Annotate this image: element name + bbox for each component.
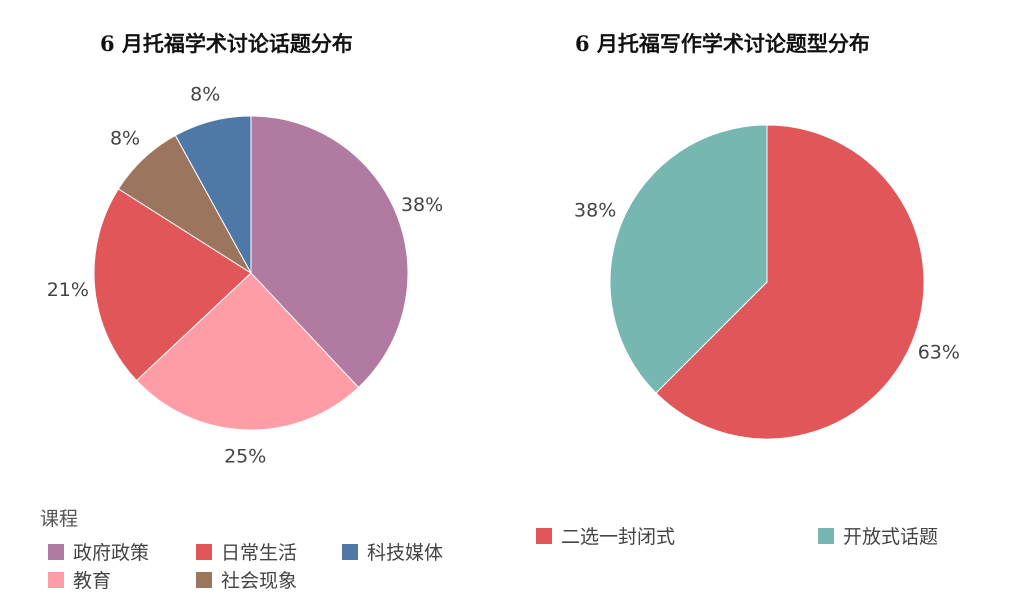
- legend-item-tech-media: 科技媒体: [342, 538, 443, 565]
- pie-slice: [174, 115, 252, 274]
- legend-item-closed: 二选一封闭式: [536, 522, 675, 549]
- left-pie: 38% 25% 21% 8% 8%: [47, 83, 443, 467]
- legend-title: 课程: [40, 508, 79, 530]
- slice-percent-label: 63%: [918, 342, 960, 364]
- legend-item-open: 开放式话题: [818, 522, 938, 549]
- legend-swatch: [536, 527, 552, 544]
- legend-label: 科技媒体: [367, 542, 444, 564]
- legend-swatch: [342, 543, 358, 560]
- slice-percent-label: 8%: [110, 127, 140, 149]
- legend-swatch: [48, 543, 64, 560]
- legend-label: 政府政策: [73, 542, 150, 564]
- pie-slice: [93, 188, 252, 382]
- legend-item-education: 教育: [48, 566, 111, 593]
- left-chart-title: 6 月托福学术讨论话题分布: [100, 31, 353, 56]
- pie-slice: [655, 124, 925, 440]
- legend-item-daily-life: 日常生活: [196, 538, 297, 565]
- slice-percent-label: 38%: [401, 194, 443, 216]
- slice-percent-label: 8%: [190, 83, 220, 105]
- legend-label: 二选一封闭式: [561, 526, 676, 548]
- legend-label: 社会现象: [221, 570, 298, 592]
- legend-swatch: [196, 571, 212, 588]
- pie-slice: [250, 115, 409, 389]
- legend-swatch: [818, 527, 834, 544]
- legend-label: 教育: [73, 570, 112, 592]
- slice-percent-label: 38%: [574, 199, 616, 221]
- pie-slice: [609, 124, 768, 394]
- right-pie: 63% 38%: [574, 124, 960, 440]
- legend-item-social: 社会现象: [196, 566, 297, 593]
- legend-label: 日常生活: [221, 542, 298, 564]
- legend-swatch: [196, 543, 212, 560]
- legend-swatch: [48, 571, 64, 588]
- right-chart-title: 6 月托福写作学术讨论题型分布: [575, 31, 870, 56]
- legend-label: 开放式话题: [843, 526, 939, 548]
- legend-item-policy: 政府政策: [48, 538, 149, 565]
- pie-slice: [135, 272, 360, 431]
- slice-percent-label: 21%: [47, 279, 89, 301]
- slice-percent-label: 25%: [224, 445, 266, 467]
